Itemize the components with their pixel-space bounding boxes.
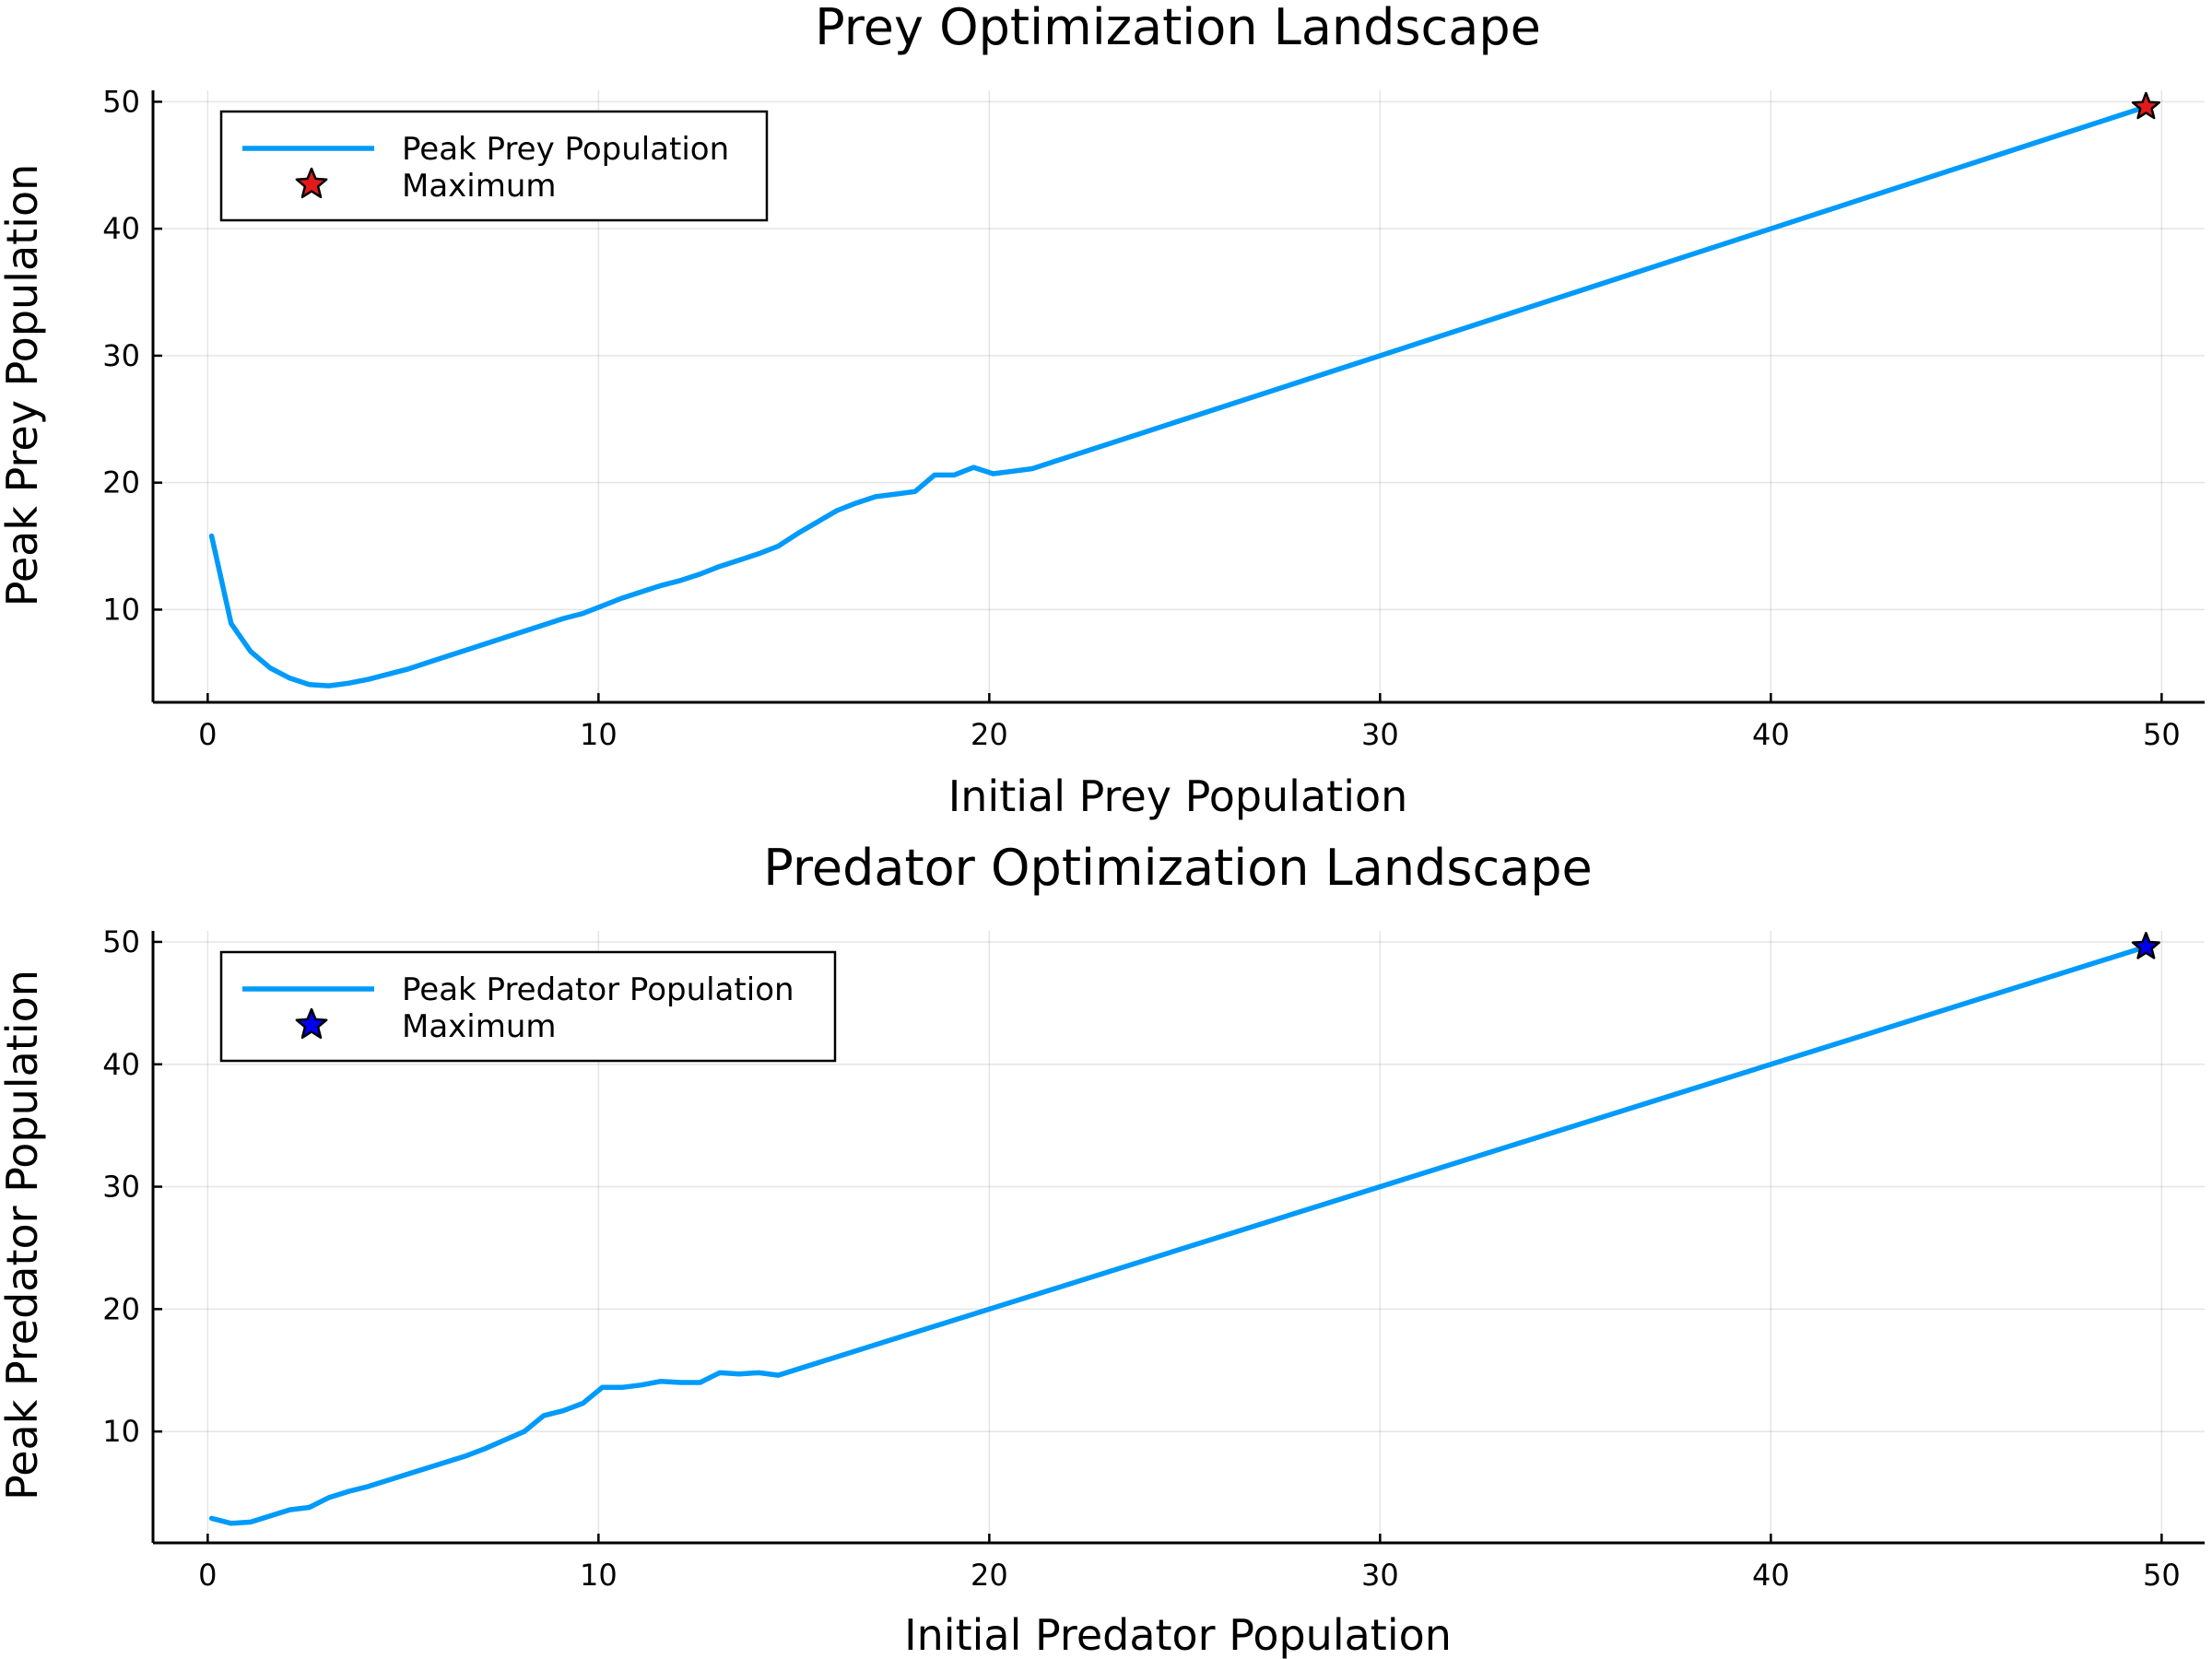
predator-chart-panel: Predator Optimization Landscape 0 10 20 30 4… <box>0 839 2205 1659</box>
prey-y-tick-label: 50 <box>102 84 140 119</box>
prey-chart-title: Prey Optimization Landscape <box>815 0 1541 56</box>
prey-y-axis-label: Peak Prey Population <box>0 164 47 607</box>
predator-y-tick-label: 50 <box>102 924 140 959</box>
predator-legend-box <box>219 950 837 1063</box>
predator-ticks: 0 10 20 30 40 50 10 20 30 40 50 <box>102 924 2180 1593</box>
predator-grid <box>153 931 2205 1543</box>
prey-x-tick-label: 30 <box>1361 717 1399 752</box>
predator-series <box>208 944 2149 1526</box>
predator-x-tick-label: 20 <box>971 1558 1008 1593</box>
predator-legend-label-series: Peak Predator Population <box>402 971 794 1008</box>
prey-legend-box <box>219 110 769 222</box>
prey-legend-label-maximum: Maximum <box>402 168 557 205</box>
predator-maximum-star-marker <box>2131 932 2160 959</box>
prey-ticks: 0 10 20 30 40 50 10 20 30 40 50 <box>102 84 2180 752</box>
predator-chart-title: Predator Optimization Landscape <box>763 839 1593 897</box>
predator-legend-label-maximum: Maximum <box>402 1008 557 1045</box>
predator-x-tick-label: 40 <box>1752 1558 1790 1593</box>
prey-x-tick-label: 40 <box>1752 717 1790 752</box>
predator-y-tick-label: 20 <box>102 1291 140 1326</box>
prey-y-tick-label: 10 <box>102 592 140 627</box>
prey-chart-panel: Prey Optimization Landscape 0 10 20 30 40 50 1… <box>0 0 2205 821</box>
predator-x-tick-label: 10 <box>580 1558 618 1593</box>
predator-x-tick-label: 30 <box>1361 1558 1399 1593</box>
prey-x-axis-label: Initial Prey Population <box>948 771 1408 821</box>
predator-x-axis-label: Initial Predator Population <box>904 1610 1452 1659</box>
prey-axes <box>151 90 2205 704</box>
prey-x-tick-label: 50 <box>2143 717 2181 752</box>
prey-maximum-star-marker <box>2131 91 2160 120</box>
prey-legend-star-icon <box>295 167 328 199</box>
prey-markers <box>2131 91 2160 120</box>
prey-series <box>208 104 2149 688</box>
prey-x-tick-label: 20 <box>971 717 1008 752</box>
prey-legend-label-series: Peak Prey Population <box>402 131 729 168</box>
predator-peak-population-line <box>208 944 2149 1526</box>
predator-markers <box>2131 932 2160 959</box>
prey-grid <box>153 90 2205 702</box>
prey-y-tick-label: 40 <box>102 211 140 246</box>
prey-y-tick-label: 30 <box>102 338 140 373</box>
prey-y-tick-label: 20 <box>102 465 140 500</box>
predator-legend: Peak Predator Population Maximum <box>219 950 837 1063</box>
predator-y-tick-label: 10 <box>102 1414 140 1449</box>
predator-axes <box>151 931 2205 1545</box>
prey-x-tick-label: 10 <box>580 717 618 752</box>
prey-x-tick-label: 0 <box>198 717 217 752</box>
prey-peak-population-line <box>208 104 2149 688</box>
predator-legend-star-icon <box>295 1007 328 1040</box>
prey-legend: Peak Prey Population Maximum <box>219 110 769 222</box>
predator-y-tick-label: 30 <box>102 1170 140 1205</box>
predator-y-tick-label: 40 <box>102 1047 140 1082</box>
predator-x-tick-label: 50 <box>2143 1558 2181 1593</box>
predator-y-axis-label: Peak Predator Population <box>0 970 47 1500</box>
predator-x-tick-label: 0 <box>198 1558 217 1593</box>
